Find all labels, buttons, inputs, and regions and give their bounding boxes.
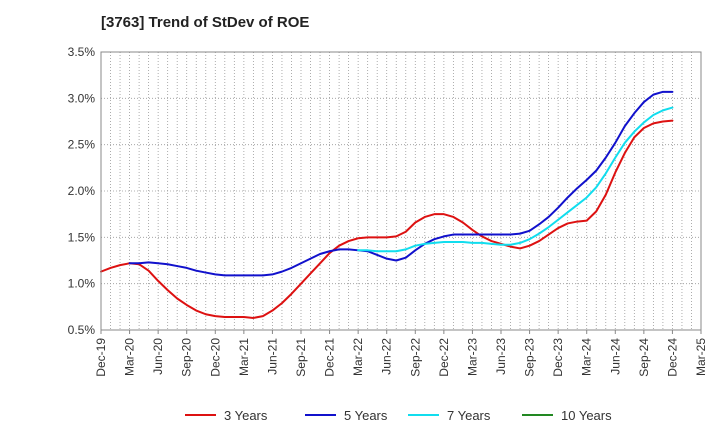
x-tick-label: Dec-22 <box>437 338 451 377</box>
y-tick-label: 3.0% <box>68 91 96 105</box>
x-tick-label: Mar-23 <box>465 338 479 376</box>
x-tick-label: Jun-23 <box>494 338 508 375</box>
legend-label-3-years: 3 Years <box>224 408 268 423</box>
y-axis-ticks: 0.5% 1.0% 1.5% 2.0% 2.5% 3.0% 3.5% <box>68 45 96 337</box>
x-tick-label: Sep-23 <box>523 338 537 377</box>
x-tick-label: Jun-22 <box>380 338 394 375</box>
x-tick-label: Dec-24 <box>665 338 679 377</box>
x-axis-ticks: Dec-19 Mar-20 Jun-20 Sep-20 Dec-20 Mar-21 Jun-… <box>94 330 708 377</box>
x-tick-label: Jun-24 <box>608 338 622 375</box>
x-tick-label: Jun-21 <box>265 338 279 375</box>
y-tick-label: 0.5% <box>68 323 96 337</box>
x-tick-label: Mar-21 <box>237 338 251 376</box>
legend: 3 Years 5 Years 7 Years 10 Years <box>185 408 612 423</box>
y-tick-label: 1.5% <box>68 230 96 244</box>
grid-lines <box>101 52 701 330</box>
legend-label-5-years: 5 Years <box>344 408 388 423</box>
series-line-5-years <box>128 90 674 277</box>
series-lines <box>100 90 674 319</box>
x-tick-label: Dec-21 <box>323 338 337 377</box>
series-line-3-years <box>100 119 674 319</box>
y-tick-label: 2.5% <box>68 138 96 152</box>
plot-border <box>100 51 702 331</box>
x-tick-label: Mar-24 <box>580 338 594 376</box>
x-tick-label: Dec-23 <box>551 338 565 377</box>
x-tick-label: Mar-20 <box>123 338 137 376</box>
y-tick-label: 1.0% <box>68 277 96 291</box>
x-tick-label: Jun-20 <box>151 338 165 375</box>
y-tick-label: 3.5% <box>68 45 96 59</box>
legend-label-7-years: 7 Years <box>447 408 491 423</box>
x-tick-label: Dec-19 <box>94 338 108 377</box>
chart-title: [3763] Trend of StDev of ROE <box>101 14 310 31</box>
x-tick-label: Dec-20 <box>208 338 222 377</box>
y-tick-label: 2.0% <box>68 184 96 198</box>
legend-label-10-years: 10 Years <box>561 408 612 423</box>
x-tick-label: Sep-20 <box>180 338 194 377</box>
x-tick-label: Sep-21 <box>294 338 308 377</box>
series-line-7-years <box>357 106 674 253</box>
x-tick-label: Mar-25 <box>694 338 708 376</box>
x-tick-label: Sep-24 <box>637 338 651 377</box>
x-tick-label: Mar-22 <box>351 338 365 376</box>
x-tick-label: Sep-22 <box>408 338 422 377</box>
